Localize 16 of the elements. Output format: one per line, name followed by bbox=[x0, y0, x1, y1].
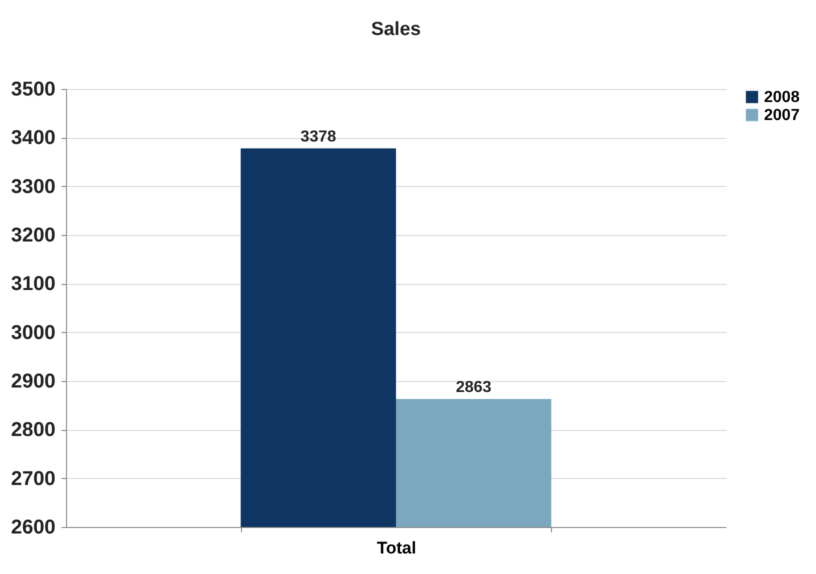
y-tick-label: 3200 bbox=[11, 224, 56, 246]
y-tick-label: 3400 bbox=[11, 127, 56, 150]
y-tick-label: 3500 bbox=[11, 78, 56, 100]
y-tick-label: 3100 bbox=[11, 273, 56, 296]
y-tick-label: 2700 bbox=[11, 468, 56, 490]
y-tick-label: 2600 bbox=[11, 516, 56, 538]
chart-title: Sales bbox=[371, 19, 421, 40]
y-tick-label: 2900 bbox=[11, 370, 56, 392]
y-tick-label: 3300 bbox=[11, 176, 56, 198]
y-tick-label: 2800 bbox=[11, 419, 56, 442]
data-label: 3378 bbox=[300, 128, 336, 146]
legend-label: 2008 bbox=[764, 89, 800, 106]
legend-label: 2007 bbox=[764, 107, 800, 124]
y-tick-label: 3000 bbox=[11, 322, 56, 344]
data-label: 2863 bbox=[456, 379, 492, 396]
x-tick-label: Total bbox=[376, 538, 416, 558]
